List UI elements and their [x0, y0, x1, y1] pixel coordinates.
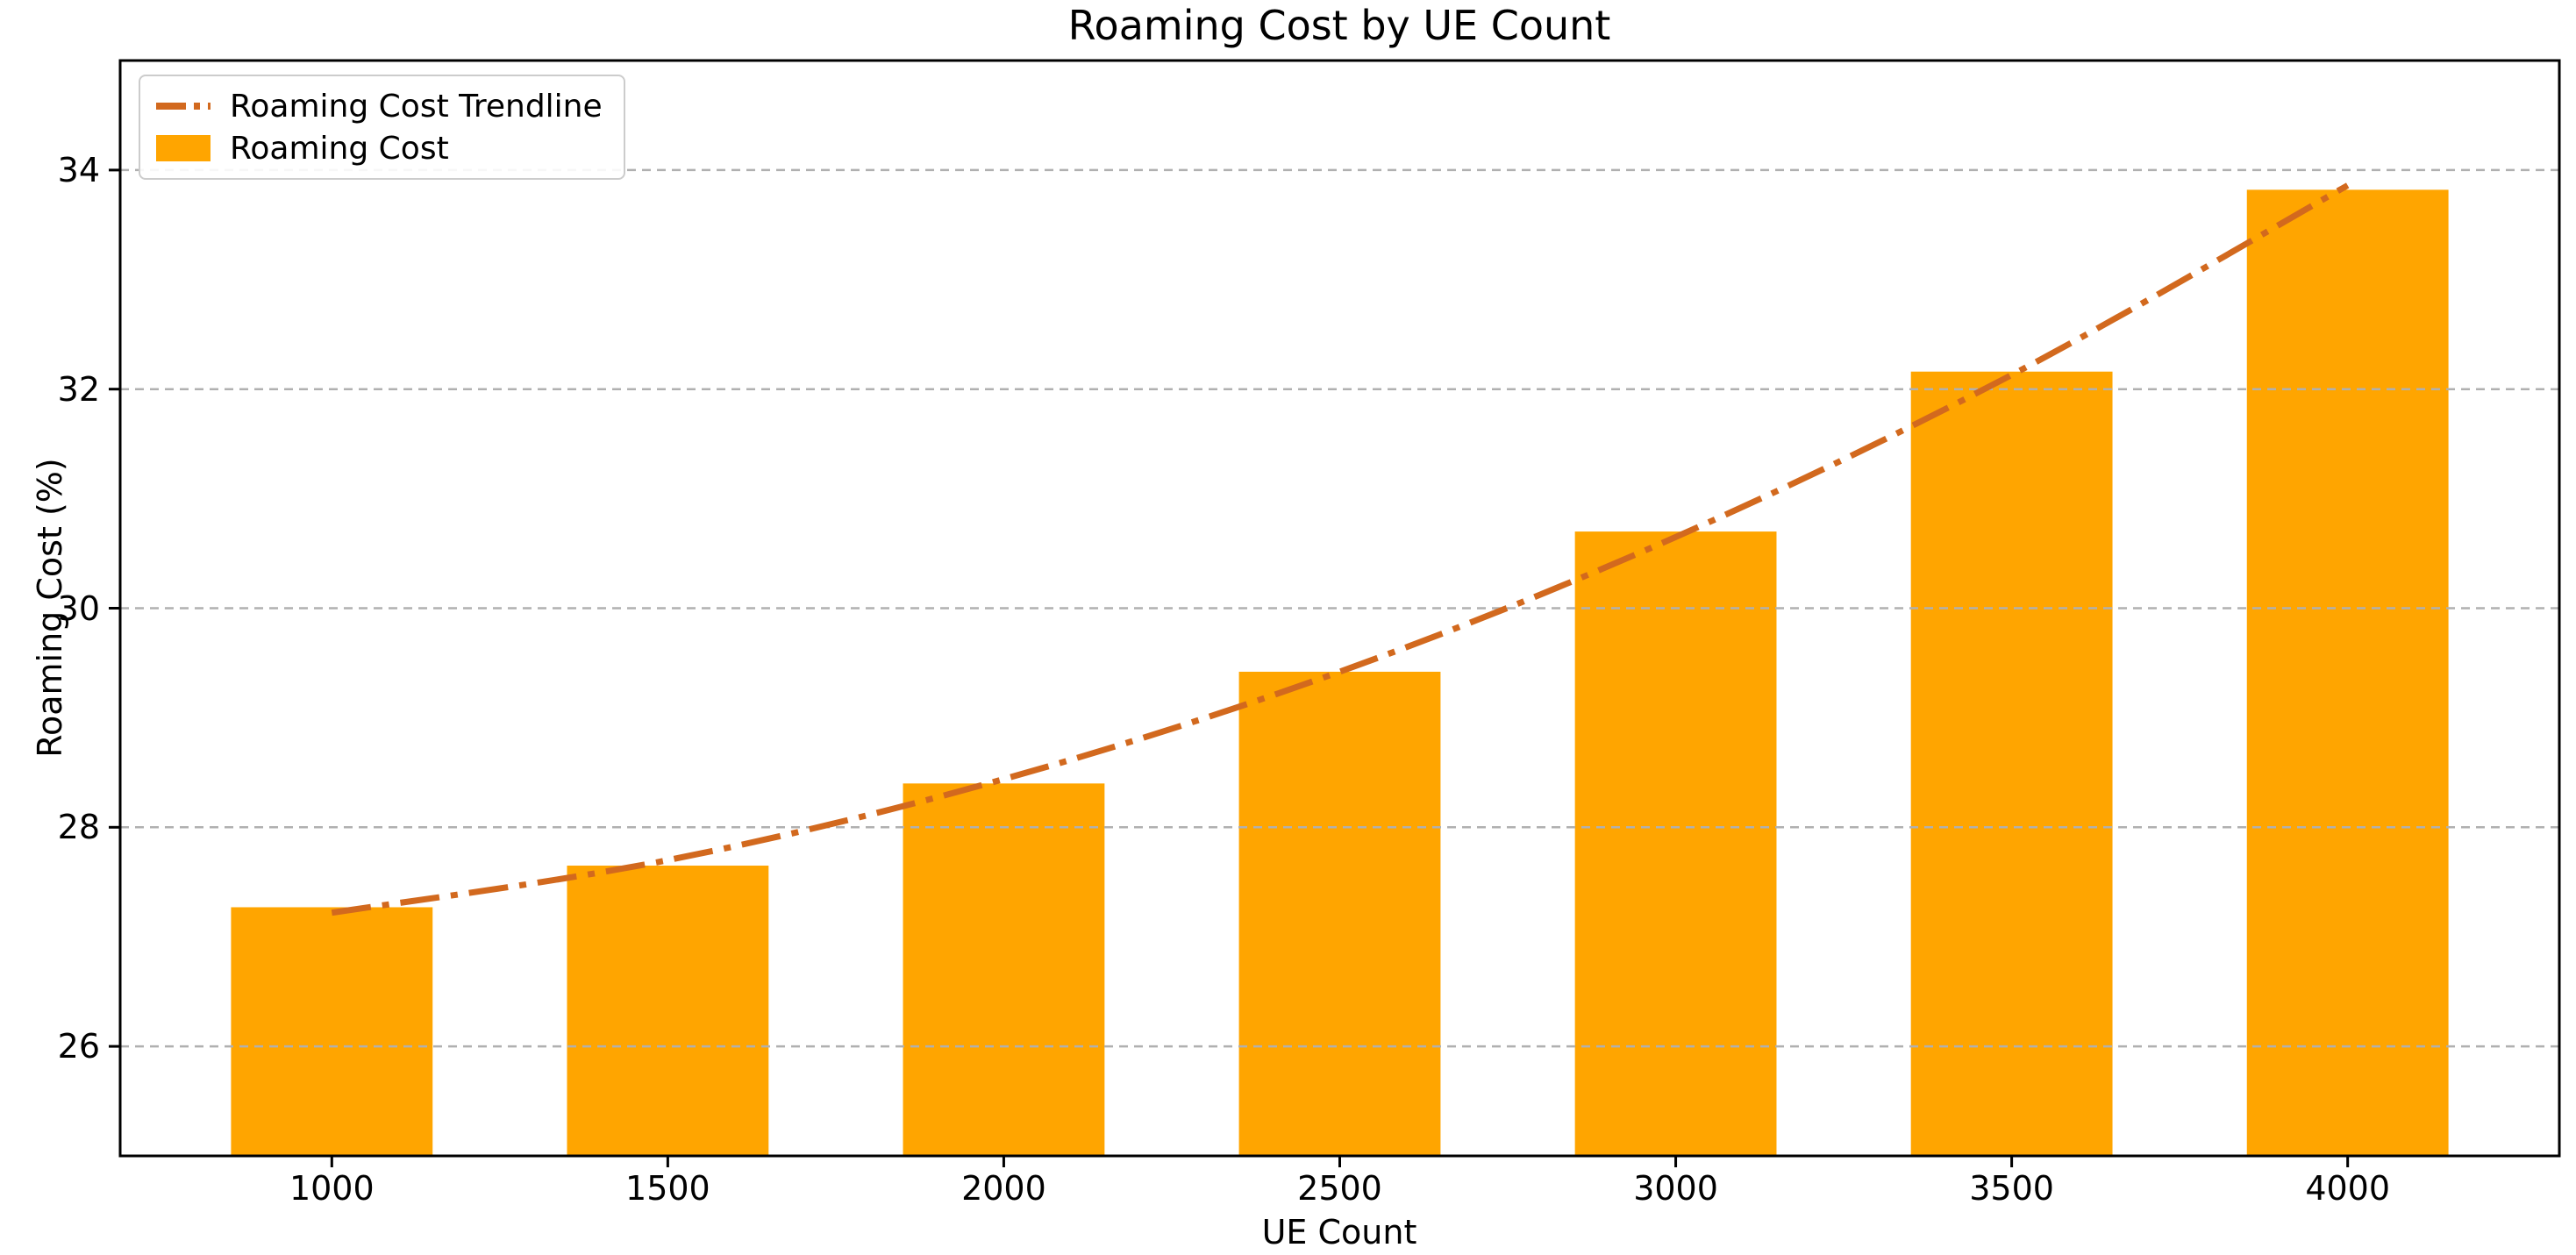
bar-4000 — [2246, 189, 2449, 1157]
x-tick-label-1500: 1500 — [625, 1169, 710, 1208]
bar-swatch-icon — [156, 135, 211, 161]
trendline-swatch-icon — [156, 103, 211, 110]
bar-2500 — [1238, 671, 1441, 1156]
legend-row-bar: Roaming Cost — [156, 129, 603, 168]
y-tick-label-26: 26 — [57, 1027, 100, 1066]
x-tick-label-4000: 4000 — [2305, 1169, 2391, 1208]
x-tick-label-2500: 2500 — [1297, 1169, 1382, 1208]
bar-3000 — [1574, 531, 1777, 1156]
bar-2000 — [903, 783, 1105, 1156]
legend-row-trendline: Roaming Cost Trendline — [156, 87, 603, 125]
x-tick-label-2000: 2000 — [961, 1169, 1046, 1208]
legend-label-trendline: Roaming Cost Trendline — [230, 88, 603, 125]
x-axis-label: UE Count — [1261, 1213, 1417, 1251]
y-tick-label-34: 34 — [57, 150, 100, 189]
bar-1500 — [567, 866, 769, 1156]
bar-3500 — [1910, 371, 2113, 1156]
x-tick-label-1000: 1000 — [289, 1169, 375, 1208]
legend-label-bar: Roaming Cost — [230, 130, 449, 167]
y-tick-label-32: 32 — [57, 369, 100, 409]
y-tick-label-28: 28 — [57, 808, 100, 847]
legend: Roaming Cost Trendline Roaming Cost — [139, 75, 625, 180]
x-tick-label-3000: 3000 — [1633, 1169, 1718, 1208]
y-tick-label-30: 30 — [57, 588, 100, 628]
bar-1000 — [231, 907, 433, 1156]
chart-title: Roaming Cost by UE Count — [1067, 2, 1611, 49]
x-tick-label-3500: 3500 — [1969, 1169, 2054, 1208]
